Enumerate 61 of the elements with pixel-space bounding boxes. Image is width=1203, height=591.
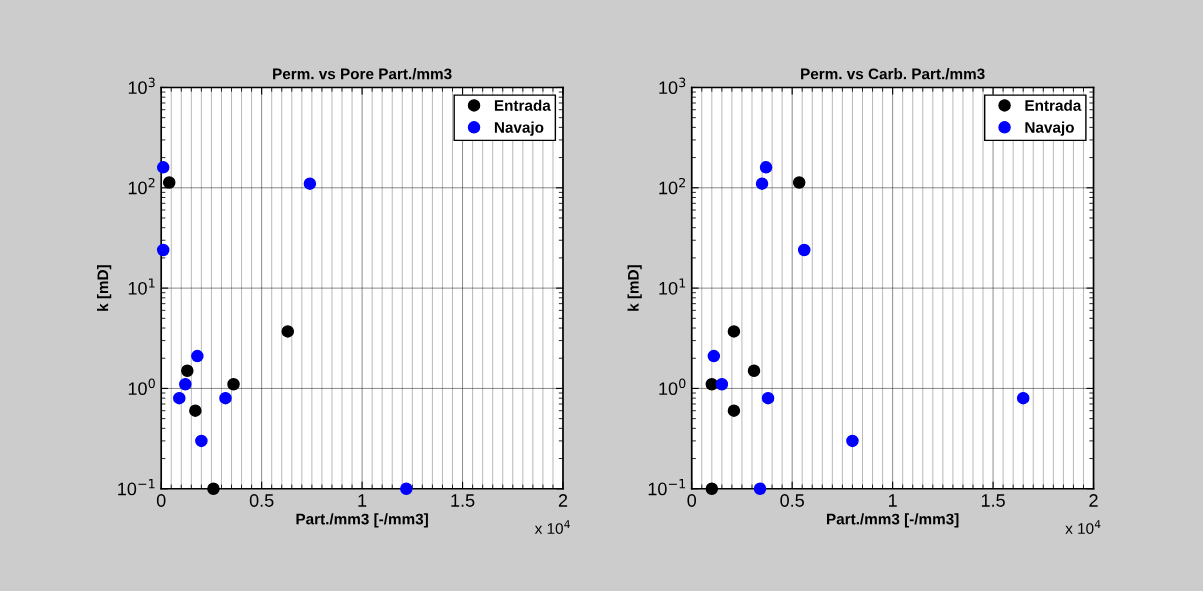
point (162, 176, 176, 189)
point (227, 378, 240, 391)
point (400, 482, 413, 496)
point (173, 391, 186, 405)
point (747, 364, 761, 378)
point (207, 482, 220, 496)
chart-title: Perm. vs Pore Part./mm3 (273, 68, 452, 80)
point (281, 325, 295, 338)
point (707, 349, 721, 363)
x-axis-title: Part./mm3 [-/mm3] (827, 513, 959, 528)
point (156, 243, 170, 257)
y-tick-label: 10$^{3}$ (659, 77, 686, 95)
x-tick-label: 2 (558, 494, 568, 507)
chart-title: Perm. vs Carb. Part./mm3 (801, 68, 985, 80)
point (195, 434, 208, 448)
y-tick-label: 10$^{2}$ (128, 177, 155, 195)
point (759, 161, 773, 174)
y-tick-label: 10$^{0}$ (659, 378, 686, 396)
legend-label: Entrada (494, 99, 551, 111)
point (705, 482, 719, 496)
y-tick-label: 10$^{−1}$ (118, 479, 155, 496)
legend-label: Navajo (1025, 121, 1074, 136)
text: x 10$^{4}$ (534, 520, 570, 534)
point (189, 404, 202, 417)
y-tick-label: 10$^{3}$ (128, 77, 155, 95)
y-axis-title: k [mD] (627, 265, 642, 311)
legend-label: Navajo (494, 121, 544, 136)
text: x 10$^{4}$ (1065, 520, 1101, 534)
y-tick-label: 10$^{2}$ (659, 177, 686, 195)
point (156, 161, 170, 174)
x-tick-label: 1 (358, 494, 367, 507)
point (755, 177, 769, 190)
y-tick-label: 10$^{1}$ (659, 278, 686, 295)
point (753, 482, 767, 496)
y-tick-label: 10$^{0}$ (128, 378, 155, 396)
x-tick-label: 1.5 (981, 494, 1005, 507)
point (727, 325, 741, 338)
x-tick-label: 0 (156, 494, 166, 507)
y-tick-label: 10$^{1}$ (128, 278, 155, 295)
x-axis-title: Part./mm3 [-/mm3] (296, 513, 428, 528)
y-tick-label: 10$^{−1}$ (648, 479, 686, 496)
x-tick-label: 1 (888, 494, 897, 507)
point (792, 176, 806, 189)
x-tick-label: 0 (687, 494, 697, 507)
point (846, 434, 859, 448)
y-axis-title: k [mD] (97, 265, 112, 311)
point (797, 243, 811, 257)
point (219, 391, 232, 405)
point (181, 364, 194, 378)
point (715, 378, 729, 391)
x-tick-label: 2 (1089, 494, 1098, 507)
point (191, 349, 204, 363)
x-tick-label: 0.5 (249, 494, 274, 507)
point (179, 378, 192, 391)
point (761, 391, 775, 405)
legend-label: Entrada (1025, 99, 1082, 111)
point (1016, 391, 1030, 405)
point (727, 404, 741, 417)
point (303, 177, 317, 190)
x-tick-label: 1.5 (451, 494, 475, 507)
x-tick-label: 0.5 (780, 494, 804, 507)
